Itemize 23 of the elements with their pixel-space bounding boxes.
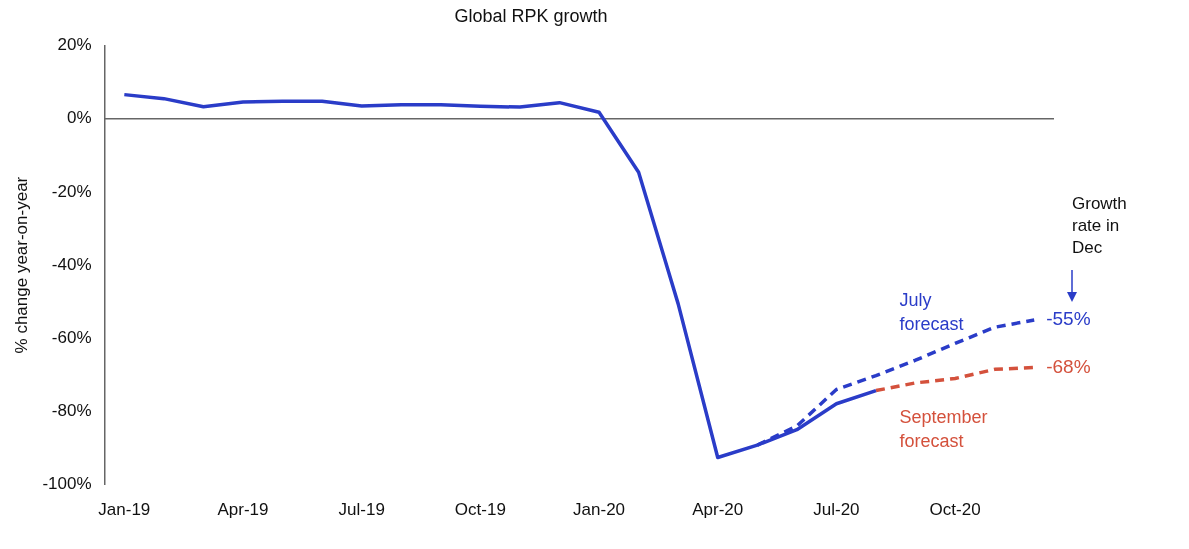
x-tick-label: Jul-20 (813, 500, 860, 520)
y-tick-label: -40% (51, 254, 92, 274)
x-tick-label: Jan-19 (98, 500, 151, 520)
y-tick-label: -100% (42, 474, 92, 494)
x-tick-label: Apr-19 (217, 500, 269, 520)
y-tick-label: -80% (51, 401, 92, 421)
y-tick-label: -60% (51, 327, 92, 347)
line-series (874, 365, 1036, 393)
x-tick-label: Oct-19 (454, 500, 506, 520)
y-tick-label: 20% (57, 35, 92, 55)
y-tick-label: 0% (66, 108, 92, 128)
y-axis-title: % change year-on-year (11, 176, 31, 354)
y-tick-label: -20% (51, 181, 92, 201)
x-tick-label: Jan-20 (573, 500, 626, 520)
data-label: -55% (1046, 308, 1091, 330)
x-tick-label: Apr-20 (692, 500, 744, 520)
chart-title: Global RPK growth (454, 5, 608, 26)
x-tick-label: Jul-19 (338, 500, 385, 520)
series-label: July forecast (899, 290, 964, 335)
text: Growth rate in Dec (1072, 193, 1128, 259)
series-label: September forecast (899, 406, 988, 451)
data-label: -68% (1046, 355, 1091, 377)
x-tick-label: Oct-20 (929, 500, 981, 520)
